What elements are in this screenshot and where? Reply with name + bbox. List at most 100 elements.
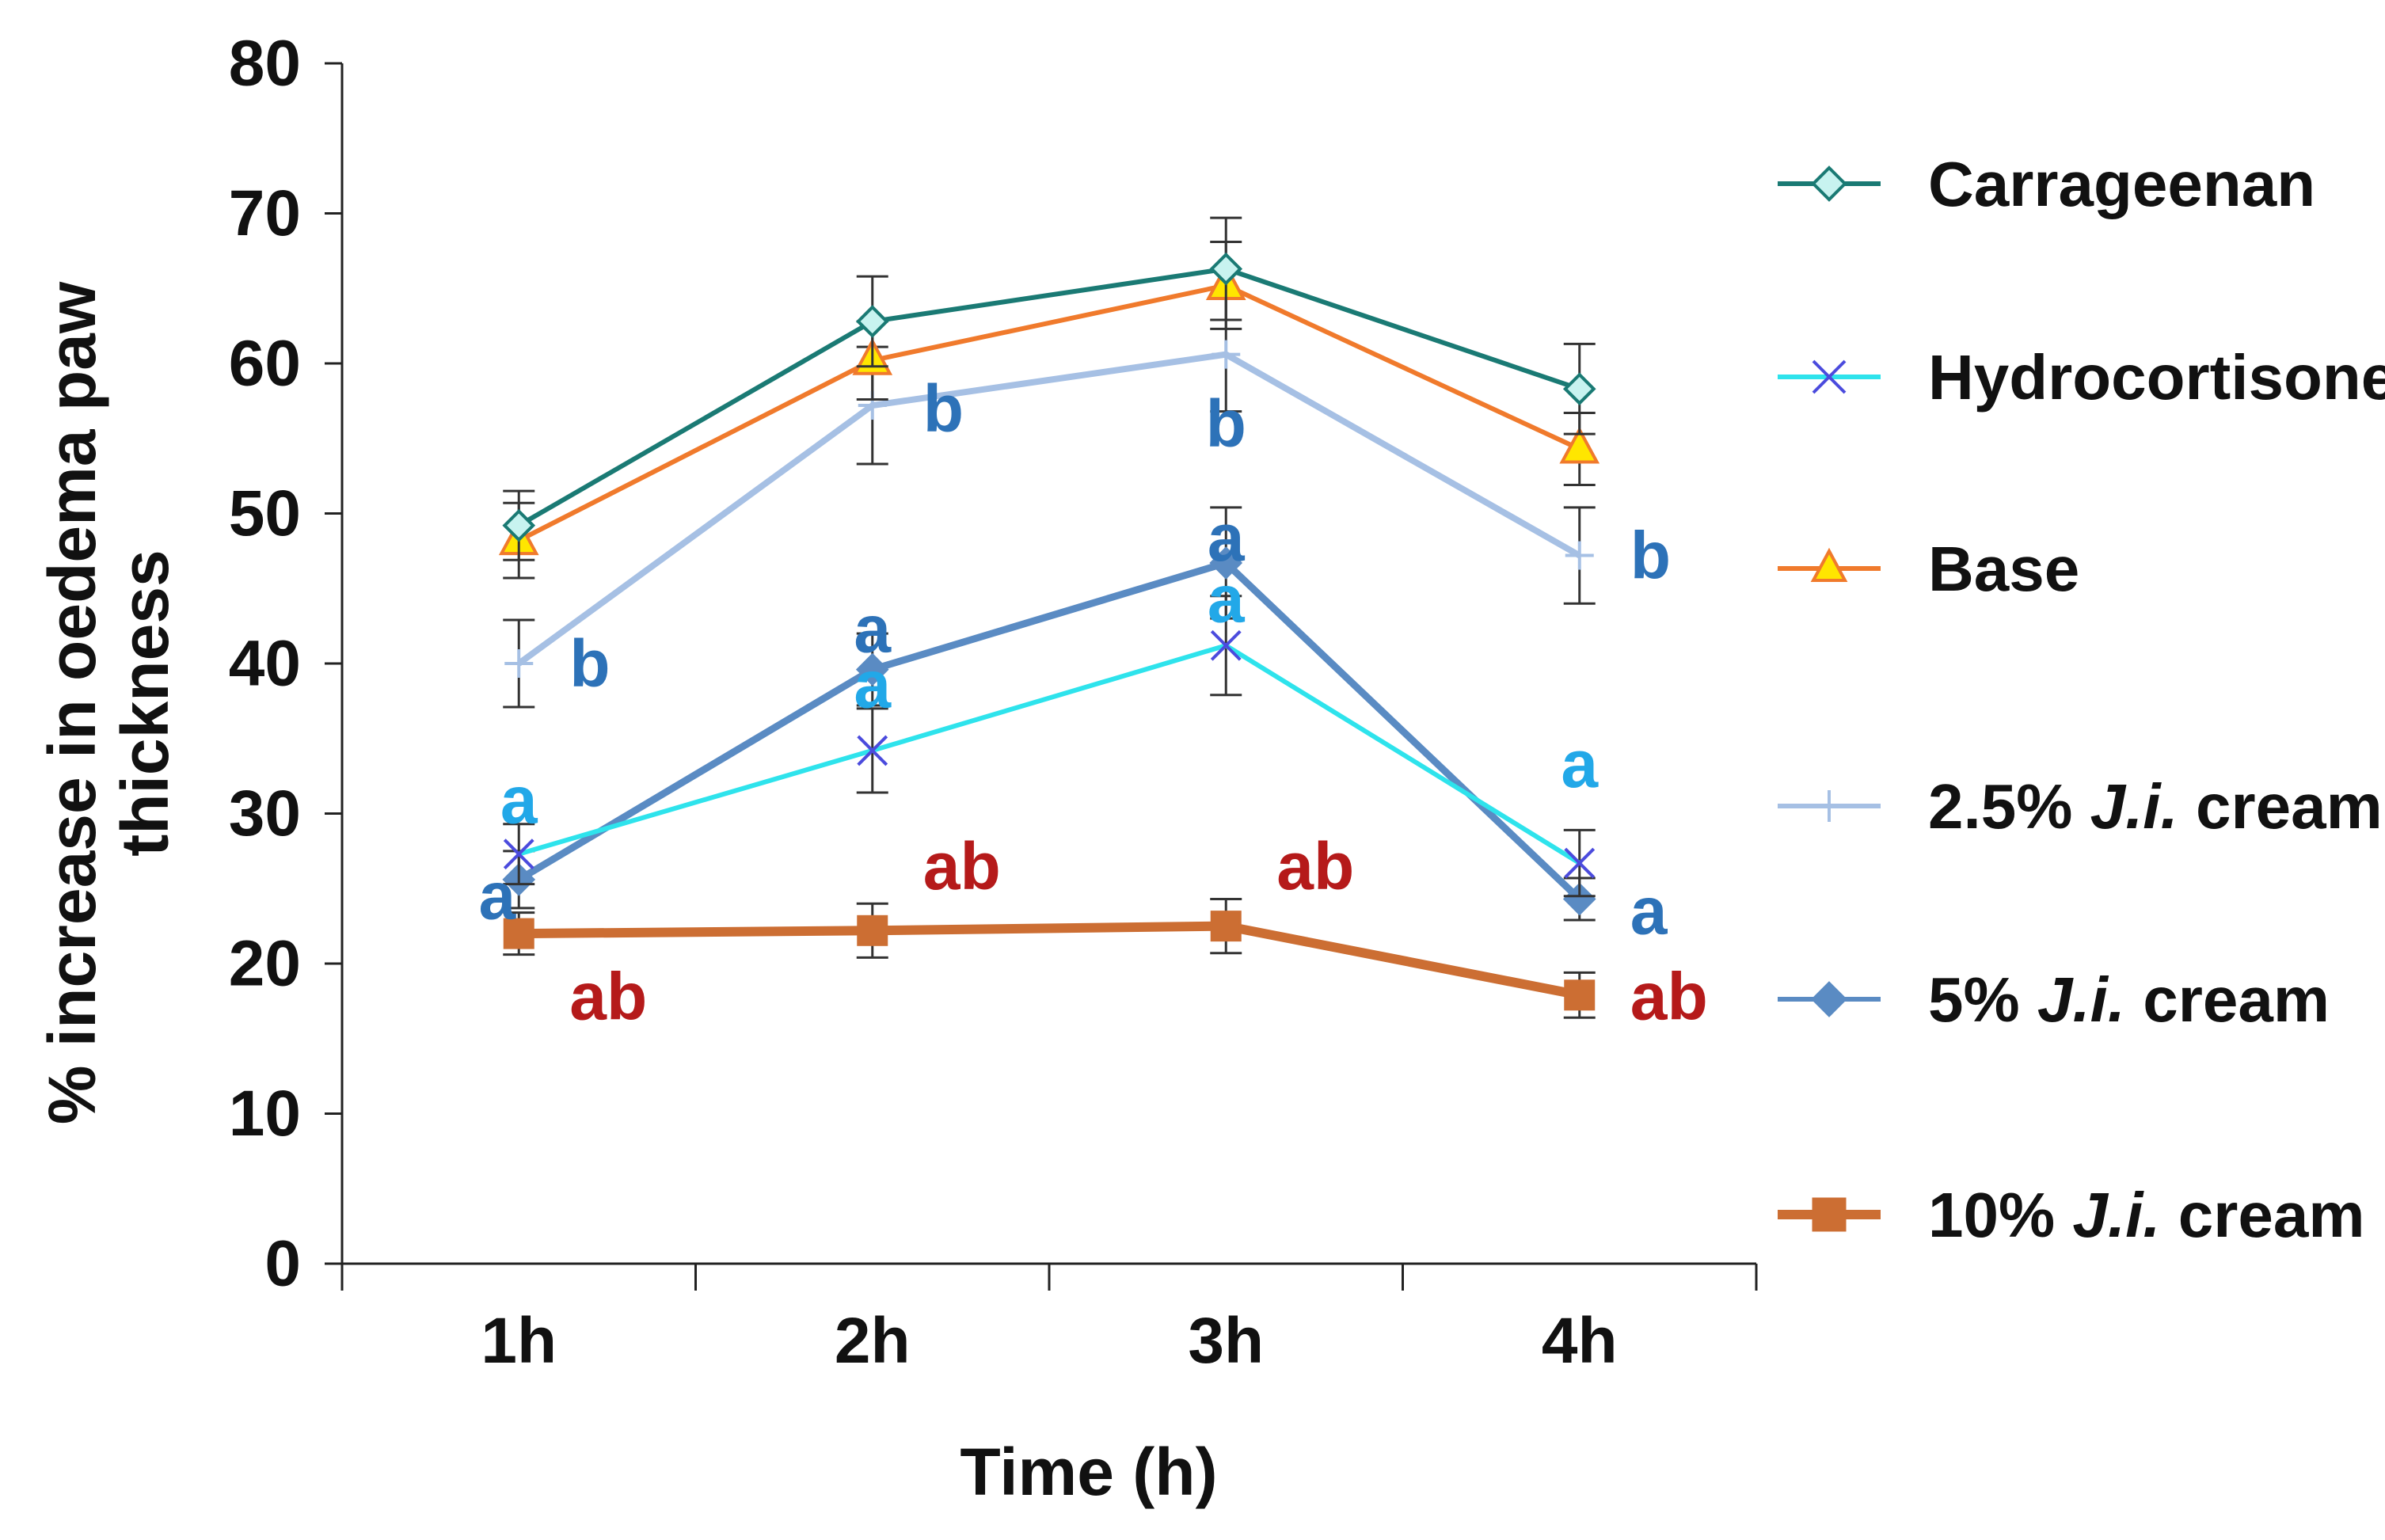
significance-label: a (854, 591, 892, 666)
legend-label-part: J.i. (2090, 771, 2178, 842)
y-tick-label: 0 (264, 1228, 301, 1300)
data-point-stroke (1564, 847, 1596, 879)
legend-label-part: 5% (1928, 964, 2037, 1035)
legend-swatch-marker (1813, 790, 1845, 822)
y-tick-label: 10 (229, 1078, 301, 1150)
significance-label: a (1208, 500, 1246, 575)
significance-label: ab (1630, 960, 1708, 1034)
legend-label-part: J.i. (2072, 1180, 2160, 1250)
legend-swatch-marker (1810, 547, 1848, 582)
legend-swatch-marker-stroke (1812, 359, 1847, 394)
series-hydrocortisone (503, 595, 1596, 898)
series-carrageenan (502, 216, 1596, 561)
series-line (516, 351, 1581, 667)
series-line (517, 266, 1580, 528)
data-point (857, 735, 888, 766)
legend-label-part: cream (2178, 771, 2383, 842)
data-point (1209, 252, 1243, 286)
data-point (857, 914, 888, 946)
legend-swatch-marker (1812, 1197, 1847, 1232)
legend-swatch-marker (1812, 359, 1847, 394)
data-point-stroke (1210, 629, 1242, 661)
significance-label: ab (569, 960, 647, 1034)
data-point (1210, 911, 1242, 942)
data-point (503, 918, 534, 949)
legend-item-carrageenan: Carrageenan (1778, 149, 2315, 219)
y-tick-label: 60 (229, 328, 301, 400)
legend-label: Carrageenan (1928, 149, 2315, 219)
y-tick-label: 80 (229, 28, 301, 100)
significance-label: b (1206, 386, 1246, 461)
data-point (1212, 340, 1241, 369)
data-point (1562, 372, 1596, 406)
x-tick-label-1h: 1h (481, 1305, 557, 1377)
y-tick-label: 20 (229, 928, 301, 1000)
data-point-stroke (503, 838, 534, 870)
legend-label: 10% J.i. cream (1928, 1180, 2364, 1250)
data-point (504, 649, 534, 678)
legend-item-hydrocortisone: Hydrocortisone (1778, 342, 2385, 413)
data-point (503, 838, 534, 870)
significance-label: a (854, 648, 892, 722)
series-line (516, 559, 1582, 902)
significance-label: a (479, 859, 517, 934)
significance-label: b (923, 371, 964, 446)
series-line (519, 921, 1580, 1000)
x-axis-title: Time (h) (960, 1435, 1217, 1509)
data-point (1559, 426, 1600, 464)
x-tick-label-4h: 4h (1542, 1305, 1618, 1377)
legend-label-part: cream (2161, 1180, 2365, 1250)
series-base (498, 241, 1600, 580)
legend-label-part: Base (1928, 534, 2079, 604)
data-point (1564, 847, 1596, 879)
y-tick-label: 30 (229, 778, 301, 850)
data-point (855, 652, 889, 686)
legend-swatch-marker (1811, 981, 1847, 1017)
series-line (518, 643, 1581, 865)
y-axis-title: % increase in oedema pawthickness (35, 281, 182, 1124)
legend-label: 5% J.i. cream (1928, 964, 2330, 1035)
data-point (1210, 629, 1242, 661)
series-line (517, 283, 1581, 543)
legend-label: Hydrocortisone (1928, 342, 2385, 413)
legend-label-part: 10% (1928, 1180, 2072, 1250)
legend-item-5-j-i-cream: 5% J.i. cream (1778, 964, 2330, 1035)
series-10-j-i-cream (503, 898, 1596, 1019)
legend: Carrageenan Hydrocortisone Base 2.5% J.i. c… (1778, 149, 2385, 1250)
legend-label-part: Hydrocortisone (1928, 342, 2385, 413)
legend-label: 2.5% J.i. cream (1928, 771, 2383, 842)
legend-label-part: cream (2125, 964, 2330, 1035)
legend-label-part: J.i. (2037, 964, 2125, 1035)
y-tick-label: 50 (229, 477, 301, 549)
y-axis-title-line: % increase in oedema paw (35, 281, 109, 1124)
legend-label-part: 2.5% (1928, 771, 2090, 842)
data-point (1565, 541, 1594, 570)
y-tick-label: 40 (229, 628, 301, 700)
series-2-5-j-i-cream (503, 296, 1596, 709)
significance-label: b (1630, 519, 1671, 593)
y-tick-label: 70 (229, 177, 301, 249)
significance-label: b (569, 626, 610, 701)
data-point (1562, 882, 1596, 916)
series-5-j-i-cream (502, 506, 1596, 922)
significance-label: ab (1276, 829, 1354, 903)
data-point-stroke (857, 735, 888, 766)
y-axis-title-line: thickness (108, 549, 182, 857)
legend-item-base: Base (1778, 534, 2079, 604)
significance-label: a (1208, 562, 1246, 637)
axes: 0 10 20 30 40 50 60 70 80 1h 2h 3h 4h Time (h) % incre… (35, 28, 1758, 1509)
significance-label: a (500, 762, 538, 837)
data-point (855, 305, 889, 338)
data-point (502, 508, 536, 542)
significance-label: a (1630, 874, 1668, 949)
x-tick-label-2h: 2h (835, 1305, 911, 1377)
legend-swatch-marker (1811, 165, 1847, 202)
data-point (1209, 546, 1243, 580)
legend-label: Base (1928, 534, 2079, 604)
x-tick-label-3h: 3h (1188, 1305, 1264, 1377)
significance-label: a (1561, 727, 1599, 801)
legend-item-10-j-i-cream: 10% J.i. cream (1778, 1180, 2364, 1250)
